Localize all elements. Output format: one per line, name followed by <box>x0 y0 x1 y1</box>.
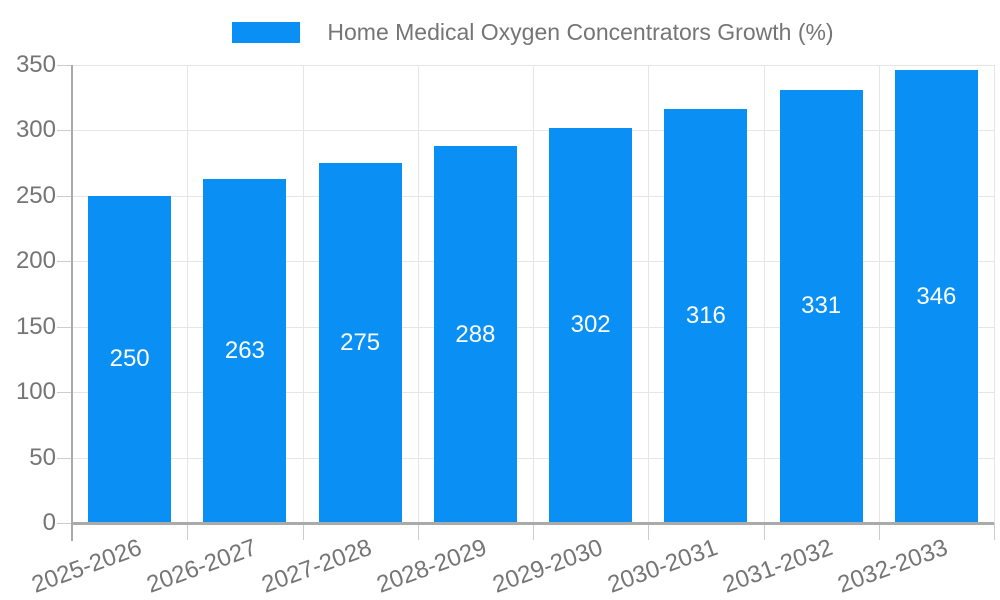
y-axis-label: 250 <box>15 181 56 209</box>
bar-value-label: 275 <box>340 329 381 357</box>
chart-title: Home Medical Oxygen Concentrators Growth… <box>327 19 834 45</box>
x-axis-line <box>72 522 994 525</box>
x-tick <box>994 523 995 540</box>
x-gridline <box>648 65 650 523</box>
bar-value-label: 263 <box>224 336 265 364</box>
bar-value-label: 288 <box>455 320 496 348</box>
legend-swatch <box>232 22 301 43</box>
bar-2030-2031[interactable] <box>664 109 748 523</box>
y-tick <box>57 523 72 524</box>
bar-value-label: 316 <box>685 302 726 330</box>
bar-value-label: 250 <box>109 345 150 373</box>
y-axis-label: 200 <box>15 247 56 275</box>
bar-2027-2028[interactable] <box>318 163 402 523</box>
y-tick <box>57 65 72 66</box>
x-gridline <box>187 65 189 523</box>
bar-2028-2029[interactable] <box>433 146 517 523</box>
y-axis-label: 0 <box>42 509 56 536</box>
x-gridline <box>878 65 880 523</box>
x-tick <box>187 523 189 540</box>
x-gridline <box>533 65 534 523</box>
x-gridline <box>994 65 995 523</box>
bar-value-label: 346 <box>916 282 957 310</box>
y-axis-line <box>71 65 73 541</box>
y-axis-label: 150 <box>15 312 56 340</box>
y-tick <box>57 261 72 263</box>
x-gridline <box>302 65 304 523</box>
x-tick <box>417 523 419 540</box>
y-axis-label: 300 <box>15 116 56 144</box>
x-tick <box>763 523 765 540</box>
y-axis-label: 350 <box>15 51 56 78</box>
x-tick <box>533 523 534 540</box>
y-tick <box>57 392 72 394</box>
x-tick <box>302 523 304 540</box>
y-tick <box>57 457 72 459</box>
bar-2025-2026[interactable] <box>88 195 172 523</box>
bar-2031-2032[interactable] <box>779 89 863 523</box>
x-gridline <box>417 65 419 523</box>
x-gridline <box>763 65 765 523</box>
chart-legend: Home Medical Oxygen Concentrators Growth… <box>72 19 994 46</box>
bar-2026-2027[interactable] <box>203 178 287 523</box>
bar-value-label: 331 <box>801 292 842 320</box>
y-tick <box>57 130 72 132</box>
y-tick <box>57 326 72 328</box>
bar-2029-2030[interactable] <box>549 127 633 523</box>
y-axis-label: 100 <box>15 378 56 406</box>
x-tick <box>878 523 880 540</box>
bar-value-label: 302 <box>570 311 611 339</box>
y-tick <box>57 195 72 197</box>
y-axis-label: 50 <box>29 443 56 471</box>
x-tick <box>648 523 650 540</box>
bar-2032-2033[interactable] <box>894 70 978 523</box>
